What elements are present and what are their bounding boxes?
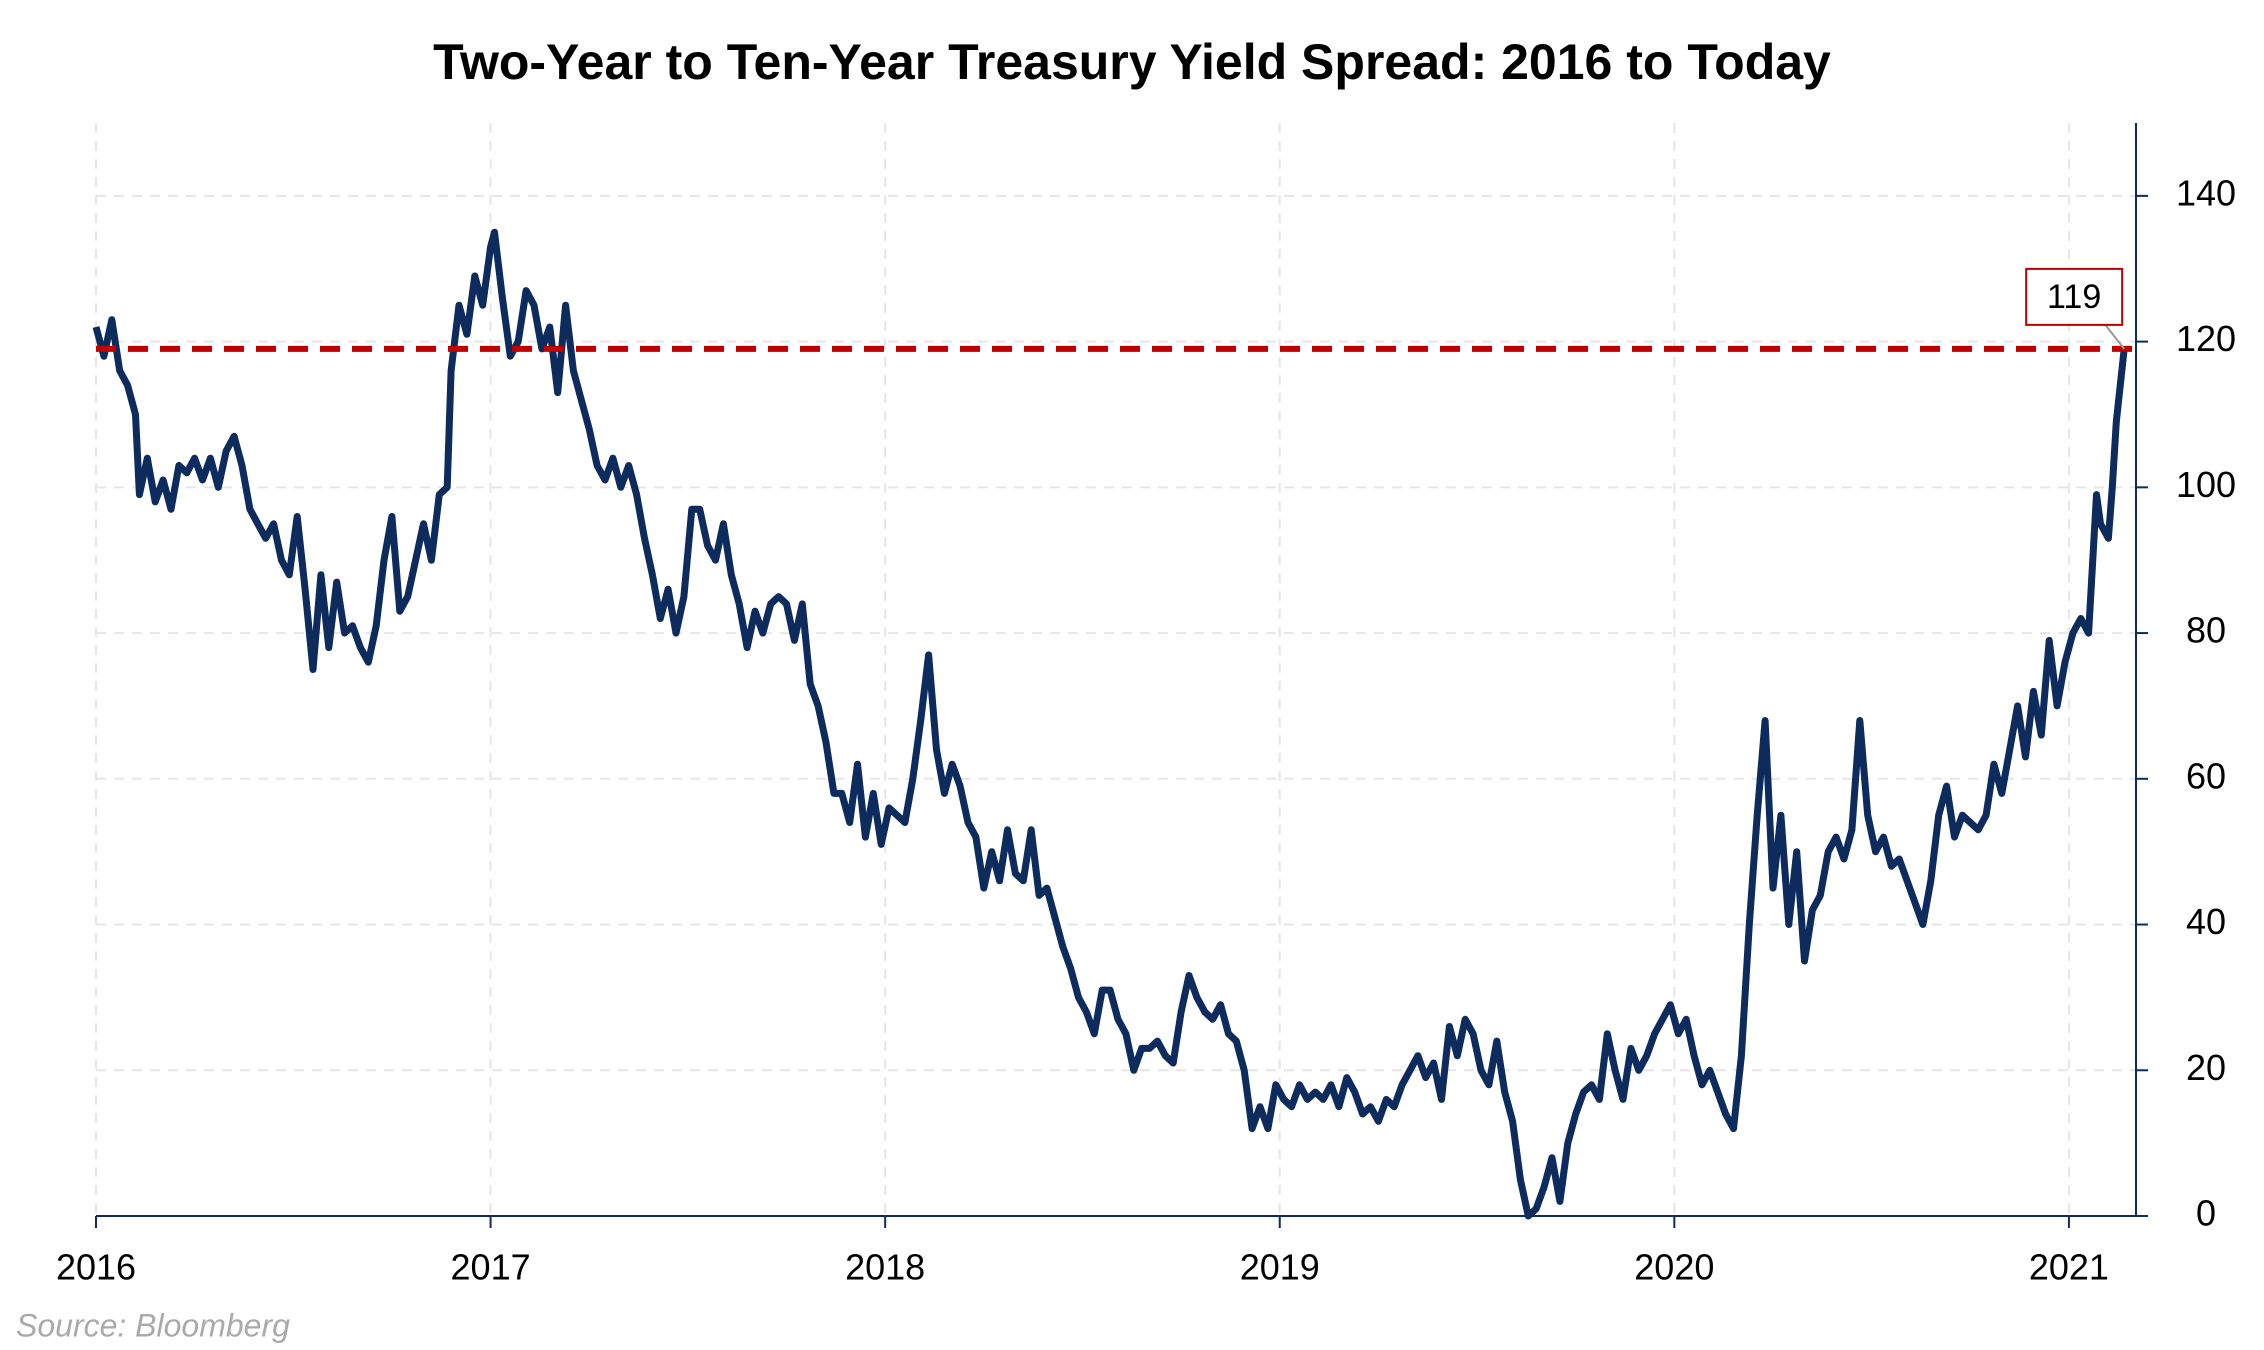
- y-tick-label: 60: [2186, 755, 2226, 796]
- label-box: [2025, 267, 2124, 326]
- y-tick-label: 140: [2176, 172, 2236, 213]
- y-tick-label: 0: [2196, 1193, 2216, 1234]
- series-line: [92, 228, 2128, 1220]
- y-tick-label: 80: [2186, 610, 2226, 651]
- x-tick-label: 2018: [845, 1247, 925, 1288]
- x-tick-label: 2019: [1240, 1247, 1320, 1288]
- y-tick-label: 120: [2176, 318, 2236, 359]
- reference-label: 119: [2047, 278, 2101, 316]
- x-tick-label: 2017: [451, 1247, 531, 1288]
- y-tick-label: 40: [2186, 901, 2226, 942]
- x-tick-label: 2021: [2029, 1247, 2109, 1288]
- x-tick-label: 2020: [1634, 1247, 1714, 1288]
- x-tick-label: 2016: [56, 1247, 136, 1288]
- y-tick-label: 100: [2176, 464, 2236, 505]
- y-tick-label: 20: [2186, 1047, 2226, 1088]
- source-note: Source: Bloomberg: [16, 1307, 290, 1343]
- chart-title: Two-Year to Ten-Year Treasury Yield Spre…: [433, 34, 1831, 90]
